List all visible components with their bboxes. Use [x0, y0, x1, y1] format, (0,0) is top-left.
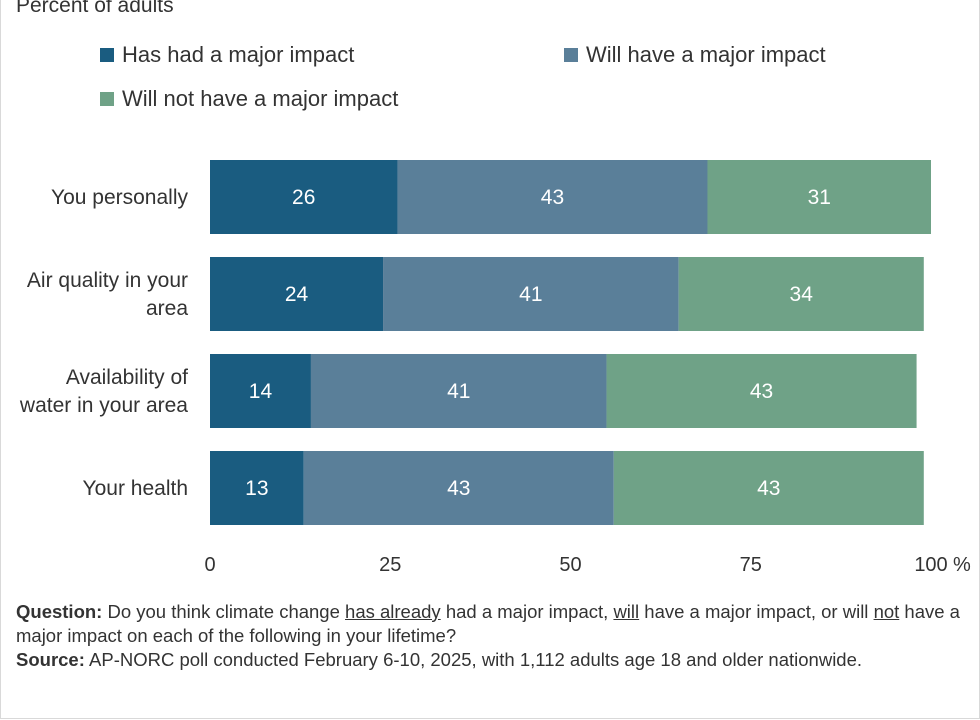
- question-underline-has-already: has already: [345, 601, 441, 622]
- bar-value-label: 14: [249, 380, 273, 403]
- category-label: Air quality in your area: [27, 269, 188, 320]
- x-tick-label: 100: [914, 554, 947, 576]
- question-underline-will: will: [613, 601, 640, 622]
- source-text: AP-NORC poll conducted February 6-10, 20…: [84, 649, 863, 670]
- question-text-3: have a major impact, or will: [639, 601, 874, 622]
- bar-value-label: 26: [292, 186, 315, 209]
- bar-segment: [210, 257, 384, 331]
- question-text-2: had a major impact,: [440, 601, 614, 622]
- x-unit-label: %: [953, 554, 971, 576]
- x-tick-label: 50: [559, 554, 581, 576]
- question-underline-not: not: [873, 601, 900, 622]
- bar-value-label: 43: [541, 186, 564, 209]
- bar-segment: [397, 160, 708, 234]
- bar-value-label: 43: [447, 477, 470, 500]
- question-note: Question: Do you think climate change ha…: [16, 600, 966, 648]
- bar-segment: [678, 257, 924, 331]
- bar-segment: [707, 160, 931, 234]
- bar-segment: [210, 354, 311, 428]
- chart-subtitle: Percent of adults: [16, 0, 174, 17]
- legend-item-will-have: Will have a major impact: [564, 42, 826, 68]
- category-label: You personally: [51, 186, 188, 209]
- bar-value-label: 43: [750, 380, 773, 403]
- x-tick-label: 25: [379, 554, 401, 576]
- bar-segment: [613, 451, 924, 525]
- bar-segment: [210, 451, 304, 525]
- source-note: Source: AP-NORC poll conducted February …: [16, 648, 966, 672]
- legend-item-will-not: Will not have a major impact: [100, 86, 398, 112]
- bar-value-label: 41: [447, 380, 470, 403]
- category-label: Availability of water in your area: [19, 366, 188, 417]
- legend-swatch-has-had: [100, 48, 114, 62]
- bar-segment: [303, 451, 614, 525]
- bar-segment: [383, 257, 679, 331]
- question-text-1: Do you think climate change: [102, 601, 346, 622]
- legend-label-will-not: Will not have a major impact: [122, 86, 399, 111]
- footnote: Question: Do you think climate change ha…: [16, 600, 966, 672]
- x-tick-label: 75: [740, 554, 762, 576]
- bar-value-label: 41: [519, 283, 542, 306]
- bar-value-label: 31: [808, 186, 831, 209]
- legend-label-will-have: Will have a major impact: [586, 42, 826, 67]
- bar-value-label: 24: [285, 283, 309, 306]
- question-label: Question:: [16, 601, 103, 622]
- question-text-4: have a major impact on each of the follo…: [16, 601, 960, 646]
- bar-segment: [210, 160, 398, 234]
- legend-swatch-will-have: [564, 48, 578, 62]
- stacked-bar-chart: You personally Air quality in your area Ava…: [19, 160, 971, 576]
- bar-segment: [310, 354, 607, 428]
- category-label: Your health: [83, 477, 188, 500]
- bar-value-label: 34: [790, 283, 814, 306]
- legend-item-has-had: Has had a major impact: [100, 42, 354, 68]
- x-tick-label: 0: [204, 554, 215, 576]
- legend-label-has-had: Has had a major impact: [122, 42, 355, 67]
- legend-swatch-will-not: [100, 92, 114, 106]
- bar-value-label: 13: [245, 477, 268, 500]
- bar-value-label: 43: [757, 477, 780, 500]
- source-label: Source:: [16, 649, 85, 670]
- bar-segment: [606, 354, 917, 428]
